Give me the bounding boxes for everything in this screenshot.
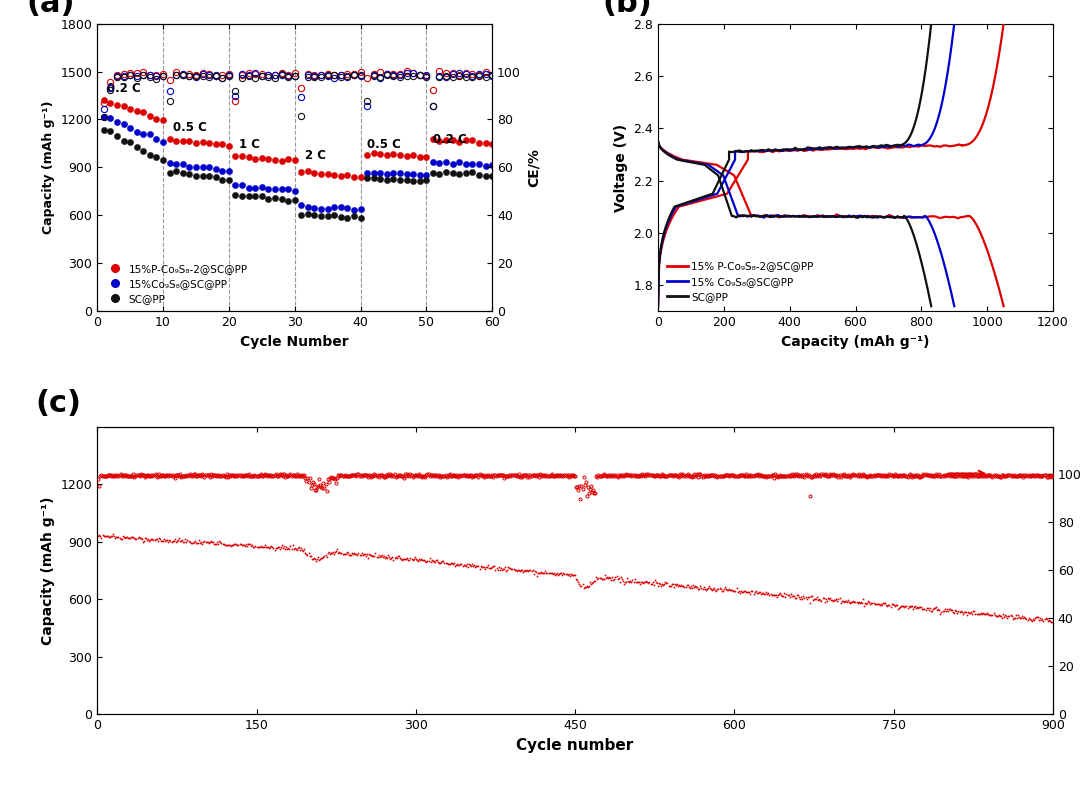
X-axis label: Cycle number: Cycle number <box>516 738 634 753</box>
Text: 0.2 C: 0.2 C <box>433 133 467 147</box>
Y-axis label: CE/%: CE/% <box>526 148 540 187</box>
Text: 0.5 C: 0.5 C <box>367 138 401 152</box>
Text: (c): (c) <box>35 389 81 418</box>
Y-axis label: Capacity (mAh g⁻¹): Capacity (mAh g⁻¹) <box>42 100 55 234</box>
X-axis label: Cycle Number: Cycle Number <box>241 334 349 349</box>
Y-axis label: Voltage (V): Voltage (V) <box>613 123 627 211</box>
Text: 0.2 C: 0.2 C <box>107 82 140 95</box>
Legend: 15%P-Co₉S₈-2@SC@PP, 15%Co₉S₈@SC@PP, SC@PP: 15%P-Co₉S₈-2@SC@PP, 15%Co₉S₈@SC@PP, SC@P… <box>103 261 249 306</box>
Text: 1 C: 1 C <box>239 138 259 152</box>
Text: 2 C: 2 C <box>305 149 325 162</box>
Text: (a): (a) <box>26 0 75 18</box>
Text: (b): (b) <box>603 0 652 18</box>
Legend: 15% P-Co₉S₈-2@SC@PP, 15% Co₉S₈@SC@PP, SC@PP: 15% P-Co₉S₈-2@SC@PP, 15% Co₉S₈@SC@PP, SC… <box>663 257 818 306</box>
Text: 0.5 C: 0.5 C <box>173 121 206 133</box>
Y-axis label: Capacity (mAh g⁻¹): Capacity (mAh g⁻¹) <box>41 496 55 644</box>
X-axis label: Capacity (mAh g⁻¹): Capacity (mAh g⁻¹) <box>781 334 930 349</box>
